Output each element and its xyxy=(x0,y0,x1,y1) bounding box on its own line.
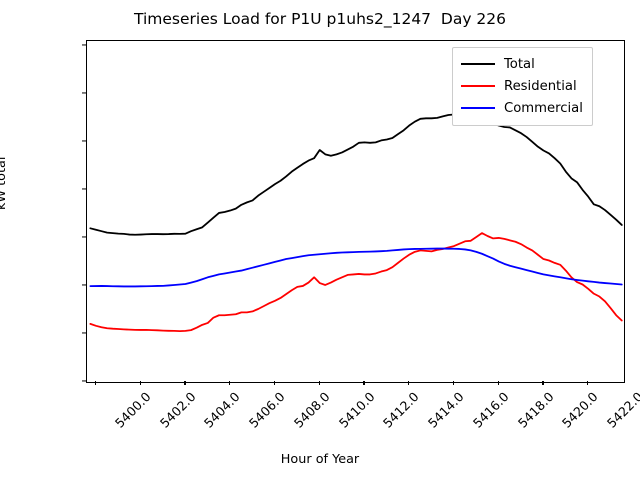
legend-swatch-residential xyxy=(461,85,495,87)
x-tick-mark xyxy=(497,381,499,385)
y-tick-mark xyxy=(82,140,86,142)
y-tick-mark xyxy=(82,284,86,286)
y-tick-mark xyxy=(82,92,86,94)
x-tick-label: 5418.0 xyxy=(514,389,557,431)
x-tick-mark xyxy=(587,381,589,385)
y-tick-mark xyxy=(82,188,86,190)
legend-label-residential: Residential xyxy=(504,78,577,94)
chart-title: Timeseries Load for P1U p1uhs2_1247 Day … xyxy=(133,10,507,28)
legend-label-commercial: Commercial xyxy=(504,100,583,116)
y-tick-mark xyxy=(82,236,86,238)
y-tick-mark xyxy=(82,44,86,46)
y-tick-mark xyxy=(82,332,86,334)
x-tick-label: 5422.0 xyxy=(604,389,640,431)
legend-swatch-total xyxy=(461,63,495,65)
x-tick-label: 5408.0 xyxy=(290,389,333,431)
legend-label-total: Total xyxy=(504,56,535,72)
x-tick-label: 5402.0 xyxy=(156,389,199,431)
x-tick-label: 5400.0 xyxy=(111,389,154,431)
legend-item-total: Total xyxy=(461,53,583,75)
x-tick-label: 5414.0 xyxy=(425,389,467,431)
x-tick-mark xyxy=(408,381,410,385)
x-tick-mark xyxy=(318,381,320,385)
x-tick-label: 5404.0 xyxy=(201,389,244,431)
x-tick-mark xyxy=(139,381,141,385)
x-tick-label: 5410.0 xyxy=(335,389,378,431)
x-tick-label: 5420.0 xyxy=(559,389,602,431)
series-line-residential xyxy=(89,232,623,332)
legend-item-residential: Residential xyxy=(461,75,583,97)
legend: Total Residential Commercial xyxy=(452,47,593,126)
x-tick-mark xyxy=(229,381,231,385)
x-tick-label: 5416.0 xyxy=(469,389,512,431)
series-line-total xyxy=(89,112,623,236)
x-axis-label: Hour of Year xyxy=(280,452,360,467)
x-tick-mark xyxy=(542,381,544,385)
x-tick-label: 5412.0 xyxy=(380,389,423,431)
series-canvas xyxy=(89,112,623,332)
x-tick-label: 5406.0 xyxy=(246,389,288,431)
y-tick-mark xyxy=(82,380,86,382)
x-tick-mark xyxy=(363,381,365,385)
x-tick-mark xyxy=(94,381,97,385)
x-tick-mark xyxy=(184,381,186,385)
x-tick-mark xyxy=(273,381,276,385)
x-tick-mark xyxy=(452,381,455,385)
y-axis-label: kW total xyxy=(0,156,9,210)
legend-item-commercial: Commercial xyxy=(461,97,583,119)
series-line-commercial xyxy=(89,247,623,288)
legend-swatch-commercial xyxy=(461,107,495,109)
